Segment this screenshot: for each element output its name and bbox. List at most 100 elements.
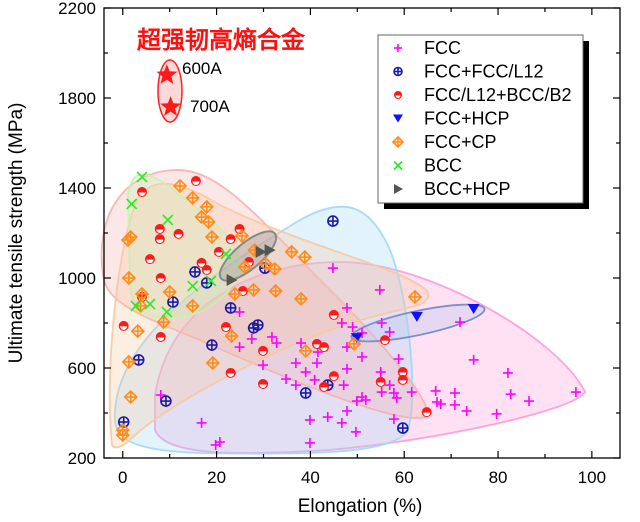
point-fcc: [304, 414, 315, 425]
point-fcc: [290, 380, 301, 391]
star-600a-shape: [156, 64, 178, 84]
point-fcc-cp: [346, 336, 362, 352]
legend-marker-fcc-l12-bcc-b2-half: [395, 95, 401, 98]
point-fcc-cp-diamond: [123, 389, 138, 405]
y-tick-label: 1800: [58, 89, 96, 108]
point-bcc: [162, 214, 174, 226]
point-fcc: [271, 338, 282, 349]
point-fcc-cp: [234, 228, 250, 244]
point-fcc-l12-bcc-b2: [379, 335, 390, 346]
point-fcc-l12-bcc-b2-half: [259, 351, 267, 355]
point-fcc-hcp-shape: [350, 333, 363, 344]
point-fcc: [309, 374, 320, 385]
point-fcc-cp: [199, 199, 214, 215]
point-fcc-cp-diamond: [162, 284, 177, 300]
point-fcc: [296, 338, 307, 349]
point-fcc-cp: [284, 244, 299, 260]
point-fcc-l12-bcc-b2: [154, 223, 165, 234]
point-fcc: [281, 374, 292, 385]
point-fcc-cp: [227, 286, 243, 302]
point-fcc-cp-diamond: [205, 355, 220, 371]
point-fcc-fcc-l12: [252, 319, 264, 331]
point-fcc: [393, 354, 404, 364]
point-fcc-l12-bcc-b2-half: [259, 384, 267, 388]
point-fcc-cp: [185, 190, 200, 206]
point-fcc-cp: [156, 314, 171, 330]
point-fcc-cp: [204, 229, 220, 245]
legend-label-fcc-hcp: FCC+HCP: [424, 109, 510, 129]
y-tick-label: 1400: [58, 179, 96, 198]
point-fcc-l12-bcc-b2: [328, 309, 339, 320]
point-fcc: [327, 263, 338, 274]
point-fcc: [384, 327, 395, 337]
point-fcc-cp: [201, 214, 216, 230]
point-fcc-cp: [224, 328, 239, 344]
point-fcc-l12-bcc-b2: [173, 228, 184, 239]
point-fcc: [290, 358, 301, 369]
point-fcc-cp: [268, 283, 283, 299]
point-bcc-hcp-shape: [264, 244, 276, 257]
point-fcc: [468, 354, 479, 365]
point-fcc: [341, 363, 352, 374]
point-fcc: [376, 318, 387, 328]
point-fcc: [347, 322, 358, 333]
point-fcc-l12-bcc-b2-half: [138, 192, 146, 197]
x-tick-label: 80: [489, 468, 508, 487]
y-tick-label: 200: [68, 449, 96, 468]
point-fcc: [338, 380, 349, 391]
point-fcc-l12-bcc-b2: [213, 246, 224, 257]
point-fcc-cp: [258, 256, 273, 272]
point-fcc-l12-bcc-b2-half: [157, 278, 165, 283]
point-fcc: [300, 367, 311, 378]
point-fcc-fcc-l12: [167, 296, 179, 308]
point-fcc-l12-bcc-b2: [319, 381, 330, 392]
annotation-700A: 700A: [190, 97, 230, 116]
point-fcc-cp: [162, 284, 177, 300]
point-fcc: [258, 360, 269, 371]
point-fcc: [155, 390, 166, 400]
point-fcc-cp-diamond: [268, 283, 283, 299]
point-fcc-l12-bcc-b2: [144, 254, 155, 265]
point-fcc-l12-bcc-b2: [201, 264, 212, 275]
point-fcc-cp-diamond: [121, 354, 136, 370]
point-fcc: [391, 392, 402, 403]
point-fcc-l12-bcc-b2: [225, 367, 236, 378]
point-fcc-fcc-l12: [200, 277, 213, 289]
point-fcc-l12-bcc-b2-half: [377, 382, 385, 386]
point-fcc-l12-bcc-b2: [225, 234, 236, 245]
point-fcc-fcc-l12: [160, 395, 172, 407]
point-fcc-cp-diamond: [121, 270, 136, 286]
point-fcc-cp-diamond: [201, 214, 216, 230]
point-fcc: [376, 387, 387, 398]
point-fcc-l12-bcc-b2-half: [330, 315, 338, 319]
y-tick-label: 2200: [58, 0, 96, 18]
point-fcc: [214, 437, 225, 448]
data-points: [115, 64, 581, 450]
point-bcc-stroke: [205, 275, 217, 287]
point-fcc-cp-diamond: [194, 209, 209, 225]
point-fcc: [449, 387, 460, 398]
point-fcc-cp-diamond: [185, 190, 200, 206]
point-fcc: [435, 399, 446, 409]
star-600a: [156, 64, 178, 84]
point-fcc-l12-bcc-b2: [258, 345, 269, 356]
point-bcc-stroke: [161, 306, 173, 318]
point-fcc-l12-bcc-b2: [258, 378, 269, 389]
point-fcc-l12-bcc-b2-half: [227, 373, 235, 377]
point-fcc-cp: [115, 427, 130, 443]
point-fcc-l12-bcc-b2-half: [313, 344, 321, 348]
point-fcc-l12-bcc-b2-half: [157, 337, 165, 341]
point-fcc: [374, 284, 385, 295]
point-fcc-cp-diamond: [237, 259, 252, 275]
legend-marker-bcc-hcp-shape: [394, 184, 403, 194]
point-fcc-cp-diamond: [133, 298, 148, 314]
point-fcc-cp: [185, 298, 200, 314]
point-fcc-l12-bcc-b2: [220, 322, 231, 333]
point-fcc-cp: [298, 343, 313, 359]
point-fcc-l12-bcc-b2-half: [320, 387, 328, 391]
point-fcc-cp-diamond: [204, 229, 220, 245]
point-fcc-l12-bcc-b2: [190, 176, 201, 187]
point-fcc-hcp: [467, 304, 480, 315]
x-tick-label: 100: [578, 468, 606, 487]
point-fcc-l12-bcc-b2: [118, 320, 129, 331]
